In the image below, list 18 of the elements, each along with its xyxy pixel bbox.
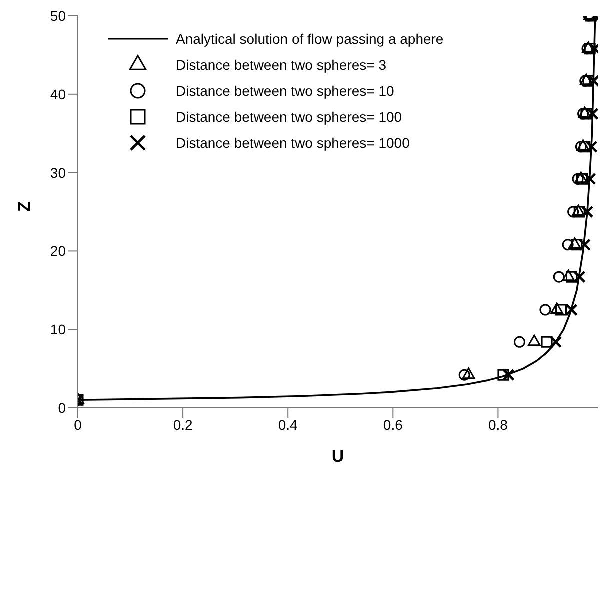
x-tick-label: 0.8: [488, 416, 508, 433]
y-tick-label: 10: [50, 322, 66, 338]
x-tick-label: 0.4: [278, 416, 298, 433]
legend-label: Distance between two spheres= 10: [176, 83, 394, 99]
x-tick-label: 0.2: [173, 416, 193, 433]
x-axis-title: U: [332, 447, 344, 466]
legend-label: Distance between two spheres= 1000: [176, 135, 410, 151]
legend-label: Distance between two spheres= 3: [176, 57, 387, 73]
y-tick-label: 50: [50, 8, 66, 24]
y-tick-label: 0: [58, 400, 66, 416]
x-tick-label: 0: [74, 416, 82, 433]
y-tick-label: 20: [50, 243, 66, 260]
x-tick-label: 0.6: [383, 416, 404, 433]
legend-label: Distance between two spheres= 100: [176, 109, 402, 125]
y-tick-label: 30: [50, 164, 66, 181]
y-axis-title: Z: [15, 202, 34, 212]
y-tick-label: 40: [50, 86, 66, 102]
legend-label: Analytical solution of flow passing a aphere: [176, 31, 444, 47]
